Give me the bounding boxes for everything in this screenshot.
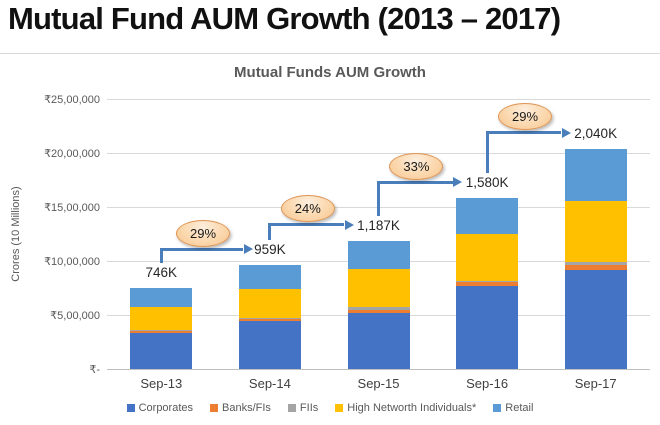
y-tick-label: ₹5,00,000 [50, 310, 100, 322]
bar-segment-retail [238, 265, 301, 289]
bar-segment-fiis [130, 330, 193, 331]
bar-segment-retail [347, 240, 410, 269]
bar-segment-high-networth-individuals [238, 288, 301, 318]
growth-callout: 29% [498, 103, 552, 131]
bar-segment-high-networth-individuals [456, 234, 519, 281]
gridline [107, 98, 650, 100]
growth-callout: 33% [389, 152, 444, 180]
bar-segment-high-networth-individuals [347, 268, 410, 307]
legend-item: Retail [493, 402, 533, 414]
legend-label: High Networth Individuals* [347, 402, 477, 414]
growth-arrow-vertical [159, 249, 163, 264]
legend-label: Retail [505, 402, 534, 414]
legend-label: Banks/FIs [222, 402, 271, 414]
y-tick-label: ₹25,00,000 [44, 94, 100, 106]
legend-swatch-icon [126, 404, 135, 412]
growth-callout: 29% [176, 219, 230, 247]
growth-arrow-line [485, 131, 562, 135]
bar-segment-corporates [347, 312, 410, 369]
chart-area: Mutual Funds AUM Growth Crores (10 Milli… [0, 53, 660, 425]
x-axis-line [107, 369, 650, 370]
legend-item: High Networth Individuals* [335, 402, 476, 414]
bar-total-label: 959K [254, 242, 286, 258]
y-axis-title: Crores (10 Millions) [10, 186, 22, 282]
legend-swatch-icon [493, 404, 502, 412]
growth-arrow-line [268, 223, 345, 227]
gridline [107, 152, 650, 154]
chart-title: Mutual Funds AUM Growth [234, 64, 426, 81]
growth-arrow-vertical [485, 132, 489, 174]
bar-segment-corporates [456, 285, 519, 369]
growth-arrow-vertical [268, 224, 272, 241]
growth-arrow-vertical [377, 182, 380, 216]
bar-segment-banks-fis [564, 265, 627, 271]
y-tick-label: ₹10,00,000 [44, 256, 100, 268]
growth-arrow-line [377, 180, 453, 184]
legend-item: Banks/FIs [210, 402, 271, 414]
bar-segment-high-networth-individuals [130, 306, 193, 330]
bar-total-label: 1,187K [357, 217, 400, 233]
x-axis-label: Sep-13 [140, 376, 183, 391]
y-tick-label: ₹- [89, 364, 100, 376]
legend-item: FIIs [287, 402, 319, 414]
bar-segment-retail [564, 148, 627, 201]
bar-total-label: 746K [145, 265, 178, 281]
legend-swatch-icon [287, 404, 296, 412]
growth-arrow-line [159, 247, 244, 251]
bar-total-label: 1,580K [465, 175, 509, 191]
growth-callout: 24% [280, 195, 335, 223]
bar-segment-retail [130, 288, 193, 307]
growth-arrow-head [561, 127, 571, 138]
bar-segment-fiis [238, 317, 301, 319]
legend-label: Corporates [138, 402, 194, 414]
y-tick-label: ₹20,00,000 [44, 148, 100, 160]
x-axis-label: Sep-16 [466, 376, 509, 391]
y-tick-label: ₹15,00,000 [44, 202, 100, 214]
legend: Corporates Banks/FIs FIIs High Networth Ind… [0, 402, 660, 414]
bar-segment-fiis [347, 306, 410, 310]
bar-segment-corporates [564, 270, 627, 369]
growth-arrow-head [453, 177, 463, 188]
legend-swatch-icon [335, 404, 344, 412]
bar-segment-fiis [456, 280, 519, 283]
bar-segment-corporates [130, 333, 193, 369]
bar-segment-banks-fis [130, 330, 193, 334]
bar-segment-fiis [564, 262, 627, 266]
bar-segment-corporates [238, 321, 301, 369]
bar-segment-banks-fis [456, 282, 519, 286]
x-axis-label: Sep-17 [574, 376, 617, 391]
legend-swatch-icon [210, 404, 219, 412]
page-title: Mutual Fund AUM Growth (2013 – 2017) [8, 1, 561, 36]
growth-arrow-head [344, 219, 354, 230]
growth-arrow-head [243, 244, 253, 255]
bar-total-label: 2,040K [574, 125, 618, 141]
bar-segment-banks-fis [238, 318, 301, 322]
bar-segment-retail [456, 198, 519, 235]
legend-item: Corporates [126, 402, 194, 414]
legend-label: FIIs [299, 402, 319, 414]
x-axis-label: Sep-14 [248, 376, 291, 391]
x-axis-label: Sep-15 [357, 376, 400, 391]
bar-segment-high-networth-individuals [564, 200, 627, 263]
bar-segment-banks-fis [347, 309, 410, 313]
